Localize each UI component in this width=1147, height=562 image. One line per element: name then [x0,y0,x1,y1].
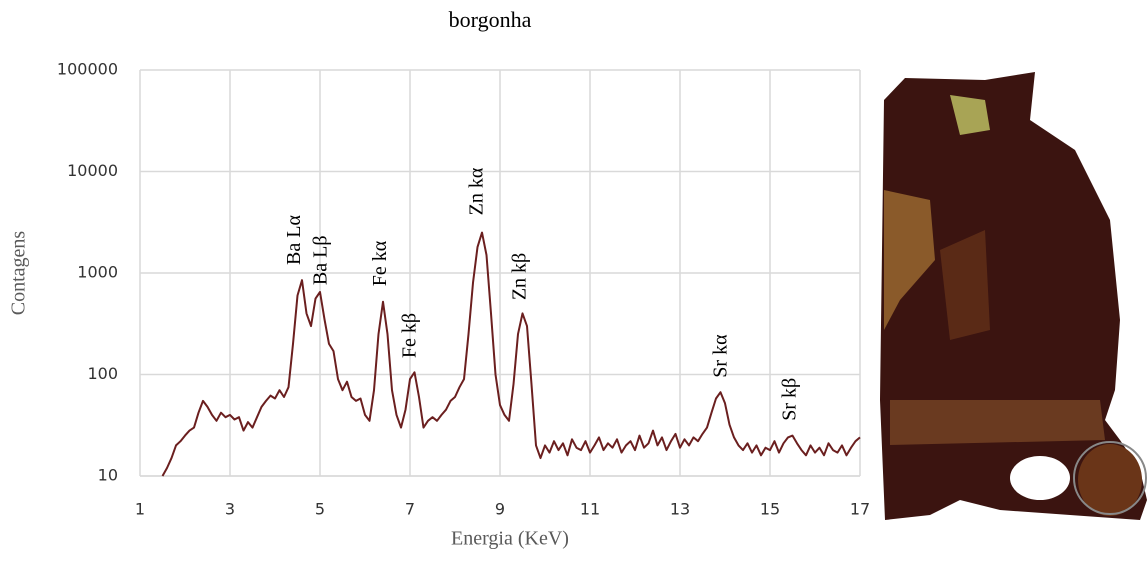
x-axis-label: Energia (KeV) [451,528,569,550]
y-axis-label: Contagens [8,231,30,316]
y-tick-label: 100 [87,364,118,383]
x-tick-label: 9 [495,500,505,519]
peak-annotation: Fe kβ [398,313,420,358]
painting-photo [880,72,1147,520]
x-tick-label: 1 [135,500,145,519]
x-tick-label: 3 [225,500,235,519]
y-tick-label: 10000 [67,161,118,180]
peak-annotation: Ba Lα [283,215,305,265]
chart-title: borgonha [449,7,532,32]
x-tick-label: 13 [670,500,690,519]
spectrum-line [161,231,861,477]
y-tick-label: 1000 [77,263,118,282]
x-tick-label: 11 [580,500,600,519]
peak-annotation: Sr kα [709,334,731,378]
y-tick-label: 100000 [57,60,118,79]
x-tick-label: 17 [850,500,870,519]
peak-annotation: Fe kα [369,240,391,286]
peak-annotation: Zn kβ [509,253,531,300]
peak-annotation: Sr kβ [779,378,801,421]
y-tick-label: 10 [98,466,118,485]
peak-annotation: Zn kα [466,167,488,215]
x-tick-label: 5 [315,500,325,519]
x-tick-label: 7 [405,500,415,519]
peak-annotation: Ba Lβ [309,235,331,285]
x-tick-label: 15 [760,500,780,519]
